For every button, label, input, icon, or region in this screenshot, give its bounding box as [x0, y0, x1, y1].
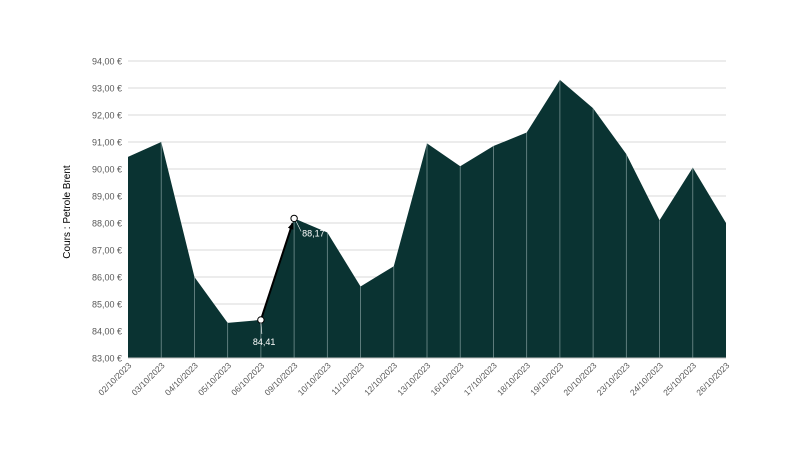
annotation-label: 88,17	[302, 228, 325, 238]
y-tick-label: 88,00 €	[92, 219, 122, 229]
annotation-marker	[290, 214, 298, 223]
y-tick-label: 87,00 €	[92, 246, 122, 256]
y-tick-label: 85,00 €	[92, 300, 122, 310]
x-tick-labels: 02/10/202303/10/202304/10/202305/10/2023…	[96, 360, 731, 397]
x-tick-label: 25/10/2023	[661, 360, 698, 397]
x-tick-label: 10/10/2023	[296, 360, 333, 397]
y-tick-labels: 83,00 € 84,00 € 85,00 € 86,00 € 87,00 € 88,00…	[92, 57, 122, 364]
annotation-label: 84,41	[253, 337, 276, 347]
x-tick-label: 05/10/2023	[196, 360, 233, 397]
y-tick-label: 93,00 €	[92, 84, 122, 94]
y-tick-label: 83,00 €	[92, 354, 122, 364]
x-tick-label: 16/10/2023	[428, 360, 465, 397]
y-tick-label: 91,00 €	[92, 138, 122, 148]
annotation-layer: 84,41 88,17	[253, 214, 325, 347]
y-tick-label: 84,00 €	[92, 327, 122, 337]
annotation-leader	[295, 221, 302, 232]
y-tick-label: 92,00 €	[92, 111, 122, 121]
annotation-marker	[257, 316, 265, 324]
x-tick-label: 06/10/2023	[229, 360, 266, 397]
x-tick-label: 11/10/2023	[329, 360, 366, 397]
x-tick-label: 19/10/2023	[528, 360, 565, 397]
x-tick-label: 17/10/2023	[462, 360, 499, 397]
x-tick-label: 18/10/2023	[495, 360, 532, 397]
y-axis-label: Cours : Petrole Brent	[62, 165, 73, 259]
divider-layer	[160, 79, 694, 358]
x-tick-label: 20/10/2023	[561, 360, 598, 397]
x-tick-label: 23/10/2023	[595, 360, 632, 397]
annotation-leader	[260, 322, 263, 334]
y-tick-label: 94,00 €	[92, 57, 122, 67]
x-tick-label: 09/10/2023	[262, 360, 299, 397]
y-tick-label: 86,00 €	[92, 273, 122, 283]
x-tick-label: 26/10/2023	[694, 360, 731, 397]
y-tick-label: 89,00 €	[92, 192, 122, 202]
x-tick-label: 24/10/2023	[628, 360, 665, 397]
x-tick-label: 02/10/2023	[96, 360, 133, 397]
y-tick-label: 90,00 €	[92, 165, 122, 175]
x-tick-label: 13/10/2023	[395, 360, 432, 397]
trend-arrow	[260, 222, 294, 318]
x-tick-label: 04/10/2023	[163, 360, 200, 397]
x-tick-label: 03/10/2023	[129, 360, 166, 397]
x-tick-label: 12/10/2023	[362, 360, 399, 397]
